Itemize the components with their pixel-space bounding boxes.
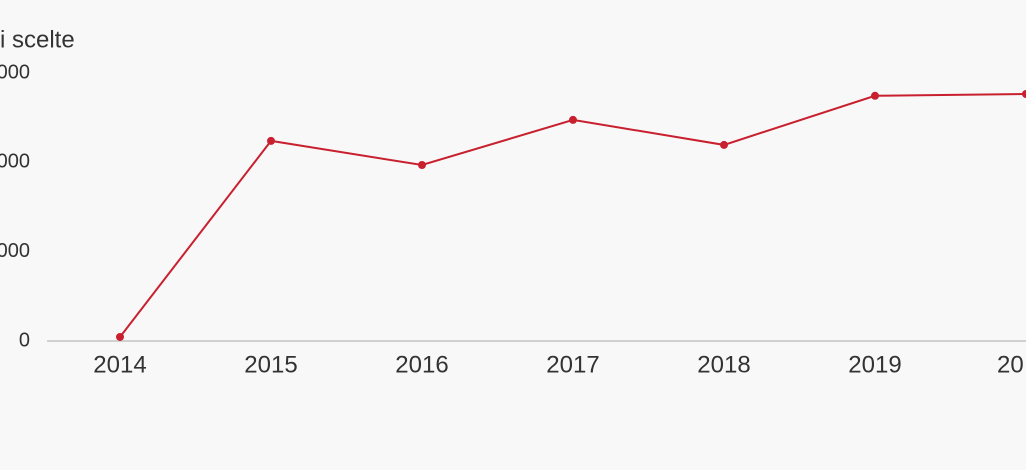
point — [569, 115, 577, 124]
point — [1022, 89, 1026, 98]
x-tick-label: 2018 — [697, 351, 750, 378]
y-tick-label: 000 — [0, 61, 30, 83]
line — [119, 92, 1026, 338]
x-tick-label: 2016 — [395, 351, 448, 378]
x-tick-label: 2019 — [848, 351, 901, 378]
x-tick-label: 2014 — [93, 351, 146, 378]
point — [871, 91, 879, 100]
chart-title: i scelte — [0, 26, 75, 53]
x-tick-label: 20 — [997, 351, 1024, 378]
x-tick-label: 2017 — [546, 351, 599, 378]
y-tick-label: 000 — [0, 240, 30, 262]
point — [720, 140, 728, 149]
x-tick-label: 2015 — [244, 351, 297, 378]
point — [418, 161, 426, 170]
y-tick-label: 0 — [19, 329, 30, 351]
point — [267, 136, 275, 145]
y-tick-label: 000 — [0, 151, 30, 173]
point — [116, 332, 124, 341]
